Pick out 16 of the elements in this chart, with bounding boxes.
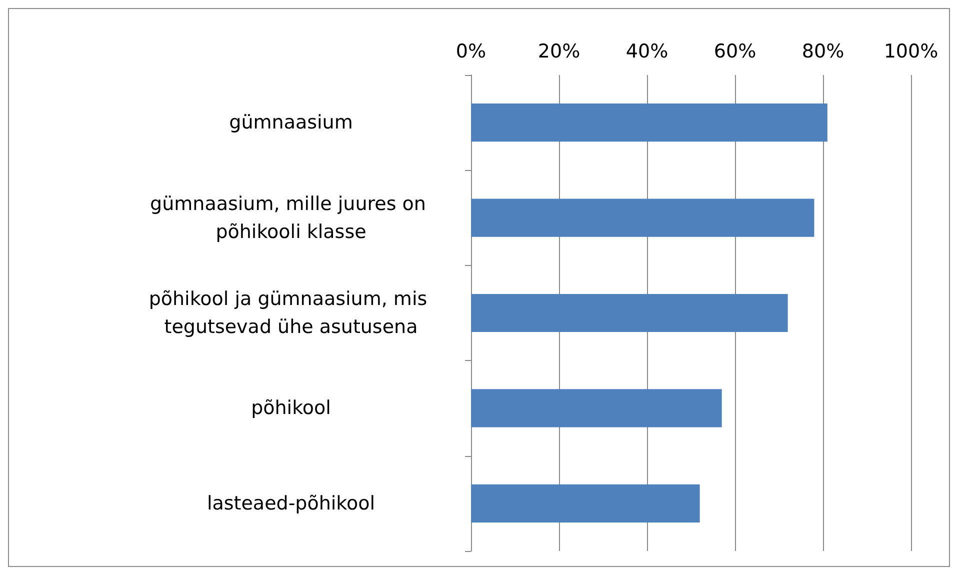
y-tick-label: põhikool ja gümnaasium, mis tegutsevad ühe asutusena (148, 288, 434, 338)
bar (471, 484, 700, 522)
x-tick-label: 60% (714, 40, 756, 62)
bar (471, 104, 828, 142)
y-tick-label: põhikool (251, 397, 331, 420)
y-tick-label: lasteaed-põhikool (206, 492, 376, 514)
x-tick-label: 100% (884, 40, 938, 62)
x-tick-label: 80% (802, 40, 844, 62)
bar (471, 198, 814, 237)
bar (471, 389, 722, 428)
x-tick-label: 0% (456, 40, 486, 62)
y-tick-label: gümnaasium (229, 112, 353, 134)
y-tick-label: gümnaasium, mille juures on põhikooli klasse (150, 192, 432, 243)
x-tick-label: 40% (626, 40, 668, 62)
bar (471, 294, 788, 332)
x-tick-label: 20% (538, 40, 580, 62)
